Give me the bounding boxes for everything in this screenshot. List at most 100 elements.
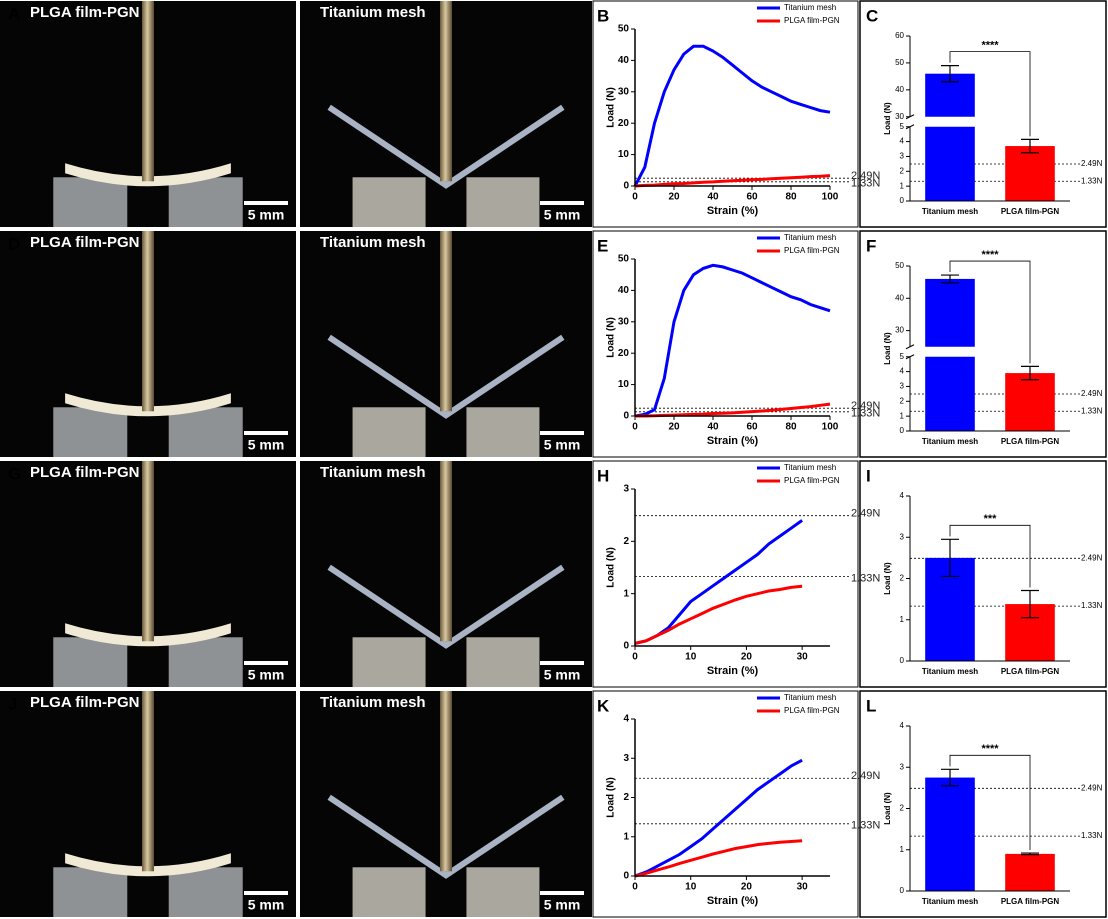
y-tick-label: 40: [618, 55, 630, 66]
support-block: [466, 407, 539, 457]
y-axis-label: Load (N): [883, 332, 892, 365]
photo-label: Titanium mesh: [320, 234, 426, 251]
reference-label: 1.33N: [851, 820, 880, 832]
reference-label: 1.33N: [1081, 831, 1103, 840]
x-tick-label: 0: [632, 882, 638, 893]
support-block: [466, 867, 539, 917]
x-tick-label: 0: [632, 422, 638, 433]
y-tick-label: 3: [900, 152, 905, 161]
panel-letter: F: [866, 236, 876, 255]
bar: [925, 778, 975, 891]
y-tick-label: 0: [900, 196, 905, 205]
x-tick-label: 0: [632, 652, 638, 663]
scale-bar-label: 5 mm: [544, 897, 581, 913]
y-tick-label: 0: [900, 656, 905, 665]
axis-break-gap: [908, 117, 1028, 127]
y-tick-label: 20: [618, 348, 630, 359]
x-tick-label: Titanium mesh: [922, 437, 978, 446]
y-tick-label: 3: [623, 484, 629, 495]
y-axis-label: Load (N): [606, 547, 617, 588]
y-tick-label: 3: [900, 762, 905, 771]
reference-label: 1.33N: [851, 572, 880, 584]
panel-letter: H: [597, 466, 609, 485]
loading-rod: [440, 691, 452, 871]
y-tick-label: 50: [895, 261, 904, 270]
support-block: [466, 637, 539, 687]
bar: [1005, 854, 1055, 891]
photo-label: Titanium mesh: [320, 694, 426, 711]
panel-letter: E: [597, 236, 608, 255]
x-tick-label: 40: [707, 422, 719, 433]
scale-bar-label: 5 mm: [248, 667, 285, 683]
y-tick-label: 40: [895, 85, 904, 94]
x-tick-label: 10: [685, 652, 697, 663]
x-tick-label: 80: [785, 192, 797, 203]
legend-label: Titanium mesh: [784, 463, 836, 472]
axis-break-gap: [908, 347, 1028, 357]
y-tick-label: 40: [618, 285, 630, 296]
scale-bar-label: 5 mm: [248, 897, 285, 913]
y-tick-label: 5: [900, 122, 905, 131]
support-block: [53, 177, 127, 227]
y-tick-label: 0: [623, 871, 629, 882]
panel-letter: C: [866, 6, 878, 25]
y-tick-label: 50: [895, 58, 904, 67]
x-tick-label: 30: [797, 882, 809, 893]
support-block: [353, 177, 426, 227]
y-tick-label: 10: [618, 149, 630, 160]
x-axis-label: Strain (%): [707, 435, 759, 447]
x-tick-label: Titanium mesh: [922, 207, 978, 216]
y-tick-label: 0: [623, 181, 629, 192]
y-tick-label: 1: [900, 181, 905, 190]
reference-label: 1.33N: [851, 178, 880, 190]
y-tick-label: 2: [623, 792, 629, 803]
x-tick-label: 20: [741, 652, 753, 663]
panel-letter: B: [597, 6, 609, 25]
y-axis-label: Load (N): [883, 562, 892, 595]
bar: [1005, 146, 1055, 201]
support-block: [169, 177, 243, 227]
support-block: [169, 867, 243, 917]
y-tick-label: 4: [900, 367, 905, 376]
significance-label: ****: [981, 40, 999, 52]
y-tick-label: 1: [900, 615, 905, 624]
y-tick-label: 1: [623, 588, 629, 599]
reference-label: 1.33N: [1081, 406, 1103, 415]
y-tick-label: 30: [618, 86, 630, 97]
y-tick-label: 4: [900, 491, 905, 500]
loading-rod: [142, 691, 154, 871]
scale-bar-label: 5 mm: [544, 667, 581, 683]
photo-label: PLGA film-PGN: [30, 234, 139, 251]
bar: [1005, 373, 1055, 431]
x-tick-label: PLGA film-PGN: [1001, 207, 1060, 216]
y-tick-label: 3: [623, 753, 629, 764]
x-tick-label: 20: [668, 422, 680, 433]
x-tick-label: 10: [685, 882, 697, 893]
legend-label: PLGA film-PGN: [784, 476, 840, 485]
significance-label: ***: [984, 513, 998, 525]
reference-label: 2.49N: [1081, 389, 1103, 398]
reference-label: 1.33N: [1081, 601, 1103, 610]
x-tick-label: Titanium mesh: [922, 897, 978, 906]
y-tick-label: 3: [900, 532, 905, 541]
y-tick-label: 0: [900, 886, 905, 895]
panel-letter: G: [8, 464, 21, 483]
figure: PLGA film-PGN5 mmTitanium mesh5 mmABCPLG…: [0, 0, 1108, 919]
support-block: [169, 637, 243, 687]
photo-label: Titanium mesh: [320, 464, 426, 481]
y-tick-label: 4: [900, 721, 905, 730]
x-tick-label: PLGA film-PGN: [1001, 667, 1060, 676]
significance-label: ****: [981, 743, 999, 755]
support-block: [169, 407, 243, 457]
x-tick-label: Titanium mesh: [922, 667, 978, 676]
reference-label: 2.49N: [851, 770, 880, 782]
panel-letter: K: [597, 696, 610, 715]
x-tick-label: 40: [707, 192, 719, 203]
legend-label: PLGA film-PGN: [784, 706, 840, 715]
panel-letter: I: [866, 466, 871, 485]
support-block: [466, 177, 539, 227]
panel-letter: L: [866, 696, 876, 715]
y-tick-label: 3: [900, 382, 905, 391]
y-axis-label: Load (N): [606, 777, 617, 818]
legend-label: Titanium mesh: [784, 693, 836, 702]
